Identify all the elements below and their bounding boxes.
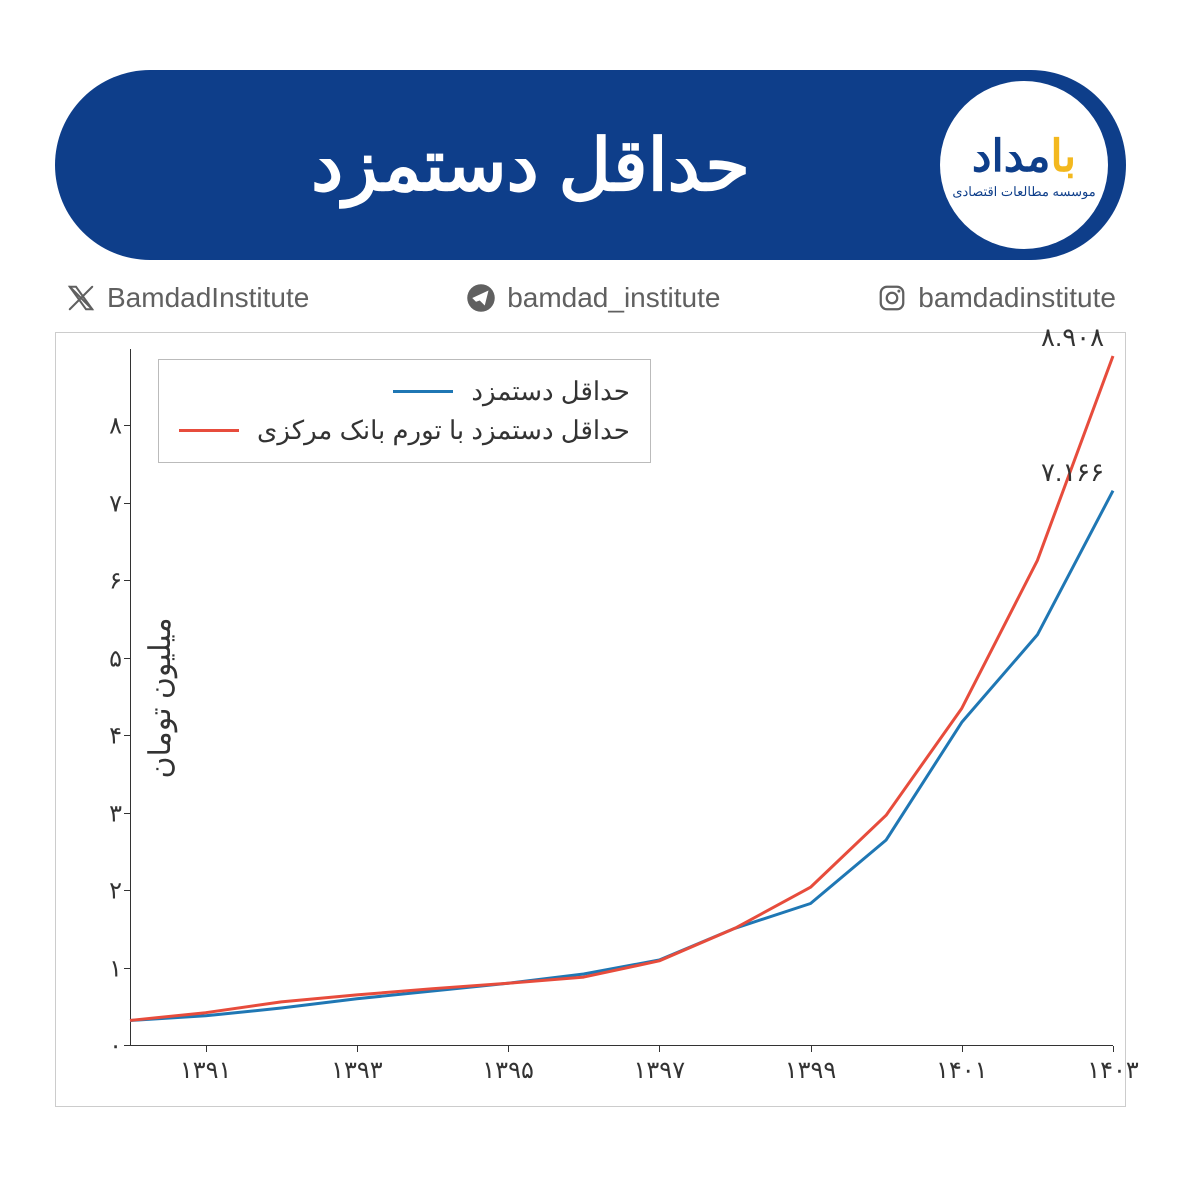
page-title: حداقل دستمزد xyxy=(311,123,750,207)
y-tick-label: ۳ xyxy=(109,799,122,828)
end-value-label: ۷.۱۶۶ xyxy=(1041,457,1104,488)
social-instagram-label: bamdadinstitute xyxy=(918,282,1116,314)
page: حداقل دستمزد بامداد موسسه مطالعات اقتصاد… xyxy=(0,0,1181,1181)
header-pill: حداقل دستمزد بامداد موسسه مطالعات اقتصاد… xyxy=(55,70,1126,260)
y-tick-label: ۷ xyxy=(109,489,122,518)
legend-label: حداقل دستمزد با تورم بانک مرکزی xyxy=(257,415,630,446)
x-tick-label: ۱۳۹۵ xyxy=(482,1056,534,1085)
legend-item: حداقل دستمزد با تورم بانک مرکزی xyxy=(179,411,630,450)
y-tick-mark xyxy=(124,813,130,814)
x-tick-mark xyxy=(811,1046,812,1052)
y-tick-label: ۶ xyxy=(109,567,122,596)
x-tick-label: ۱۳۹۷ xyxy=(634,1056,686,1085)
series-line xyxy=(130,491,1113,1021)
y-tick-label: ۴ xyxy=(109,722,122,751)
x-tick-mark xyxy=(1113,1046,1114,1052)
x-tick-label: ۱۴۰۳ xyxy=(1087,1056,1139,1085)
legend-item: حداقل دستمزد xyxy=(179,372,630,411)
y-tick-mark xyxy=(124,968,130,969)
social-telegram-label: bamdad_institute xyxy=(507,282,720,314)
y-tick-label: ۲ xyxy=(109,877,122,906)
x-tick-mark xyxy=(659,1046,660,1052)
brand-logo: بامداد موسسه مطالعات اقتصادی xyxy=(940,81,1108,249)
y-tick-label: ۵ xyxy=(109,644,122,673)
social-bar: BamdadInstitute bamdad_institute bamdadi… xyxy=(55,282,1126,314)
legend-swatch xyxy=(393,390,453,393)
telegram-icon xyxy=(465,282,497,314)
x-tick-label: ۱۳۹۹ xyxy=(785,1056,837,1085)
y-tick-mark xyxy=(124,1045,130,1046)
y-tick-mark xyxy=(124,735,130,736)
logo-subtitle: موسسه مطالعات اقتصادی xyxy=(952,184,1095,200)
social-instagram[interactable]: bamdadinstitute xyxy=(876,282,1116,314)
y-tick-mark xyxy=(124,503,130,504)
x-tick-mark xyxy=(206,1046,207,1052)
y-tick-label: ۸ xyxy=(109,412,122,441)
x-icon xyxy=(65,282,97,314)
logo-text-yellow: با xyxy=(1050,131,1076,182)
legend-swatch xyxy=(179,429,239,432)
legend: حداقل دستمزد حداقل دستمزد با تورم بانک مر… xyxy=(158,359,651,463)
legend-label: حداقل دستمزد xyxy=(471,376,629,407)
logo-text-navy: مداد xyxy=(972,131,1050,182)
x-tick-mark xyxy=(357,1046,358,1052)
x-tick-label: ۱۴۰۱ xyxy=(936,1056,988,1085)
logo-main: بامداد xyxy=(972,131,1076,182)
x-tick-mark xyxy=(508,1046,509,1052)
x-tick-label: ۱۳۹۱ xyxy=(180,1056,232,1085)
x-tick-label: ۱۳۹۳ xyxy=(331,1056,383,1085)
y-tick-mark xyxy=(124,890,130,891)
end-value-label: ۸.۹۰۸ xyxy=(1041,322,1104,353)
y-tick-mark xyxy=(124,425,130,426)
y-tick-mark xyxy=(124,658,130,659)
social-x-label: BamdadInstitute xyxy=(107,282,309,314)
y-tick-mark xyxy=(124,580,130,581)
social-x[interactable]: BamdadInstitute xyxy=(65,282,309,314)
social-telegram[interactable]: bamdad_institute xyxy=(465,282,720,314)
x-tick-mark xyxy=(962,1046,963,1052)
plot-area: میلیون تومان حداقل دستمزدحداقل دستمزد با… xyxy=(130,349,1113,1046)
y-tick-label: ۱ xyxy=(109,954,122,983)
chart-container: میلیون تومان حداقل دستمزدحداقل دستمزد با… xyxy=(55,332,1126,1107)
instagram-icon xyxy=(876,282,908,314)
y-tick-label: ۰ xyxy=(109,1032,122,1061)
